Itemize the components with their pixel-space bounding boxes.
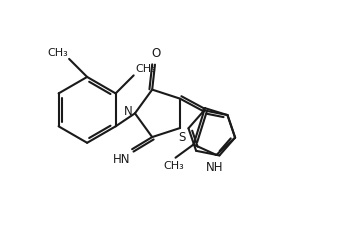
- Text: HN: HN: [113, 153, 130, 166]
- Text: N: N: [124, 105, 132, 118]
- Text: S: S: [178, 131, 185, 144]
- Text: CH₃: CH₃: [135, 64, 156, 74]
- Text: NH: NH: [206, 161, 224, 174]
- Text: CH₃: CH₃: [164, 161, 185, 171]
- Text: CH₃: CH₃: [47, 48, 68, 58]
- Text: O: O: [151, 47, 160, 60]
